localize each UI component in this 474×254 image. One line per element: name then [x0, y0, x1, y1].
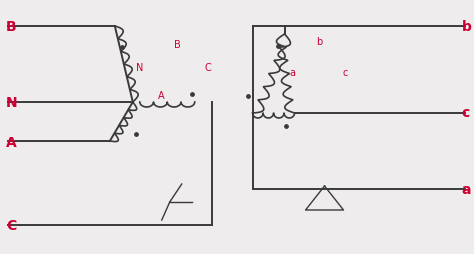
Point — [188, 93, 195, 97]
Text: c: c — [343, 67, 348, 77]
Text: b: b — [316, 37, 323, 47]
Text: C: C — [6, 218, 17, 232]
Point — [132, 132, 140, 136]
Text: b: b — [462, 20, 471, 34]
Point — [282, 124, 289, 129]
Text: N: N — [136, 62, 143, 72]
Text: a: a — [290, 67, 295, 77]
Point — [274, 45, 282, 49]
Text: a: a — [462, 182, 471, 196]
Text: C: C — [205, 62, 211, 72]
Text: c: c — [462, 106, 470, 120]
Text: N: N — [6, 96, 18, 110]
Point — [244, 94, 251, 99]
Text: B: B — [174, 39, 181, 50]
Text: A: A — [6, 135, 17, 149]
Point — [118, 46, 126, 50]
Text: B: B — [6, 20, 17, 34]
Text: A: A — [158, 90, 164, 100]
